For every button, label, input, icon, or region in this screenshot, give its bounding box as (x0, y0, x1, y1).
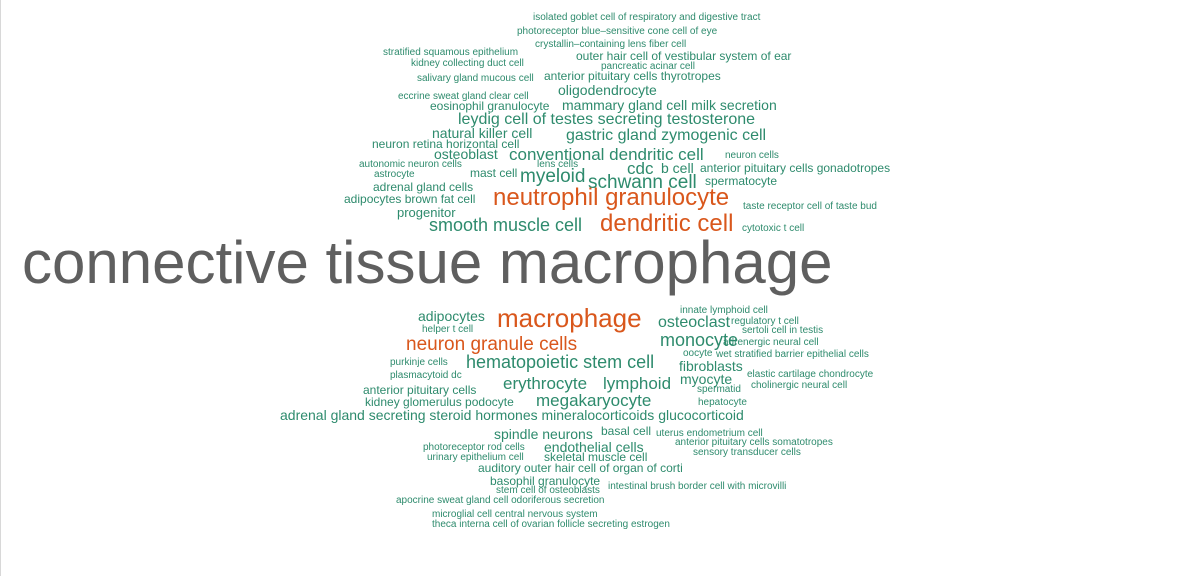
word-macrophage: macrophage (497, 303, 642, 333)
word-oocyte: oocyte (683, 348, 713, 359)
word-basophil-granulocyte: basophil granulocyte (490, 474, 601, 488)
word-adipocytes: adipocytes (418, 308, 485, 324)
word-regulatory-t-cell: regulatory t cell (731, 316, 799, 327)
word-osteoclast: osteoclast (658, 314, 731, 331)
word-photoreceptor-rod-cells: photoreceptor rod cells (423, 442, 525, 453)
word-skeletal-muscle-cell: skeletal muscle cell (544, 450, 648, 464)
word-mammary-gland-cell-milk-secretion: mammary gland cell milk secretion (562, 97, 777, 113)
word-smooth-muscle-cell: smooth muscle cell (429, 215, 583, 235)
word-lens-cells: lens cells (537, 159, 579, 170)
word-natural-killer-cell: natural killer cell (432, 125, 533, 141)
word-conventional-dendritic-cell: conventional dendritic cell (509, 145, 704, 164)
word-apocrine-sweat-gland-cell-odoriferous-secretion: apocrine sweat gland cell odoriferous se… (396, 495, 605, 506)
word-spermatocyte: spermatocyte (705, 174, 778, 188)
word-intestinal-brush-border-cell-with-microvilli: intestinal brush border cell with microv… (608, 481, 787, 492)
word-adipocytes-brown-fat-cell: adipocytes brown fat cell (344, 192, 476, 206)
word-oligodendrocyte: oligodendrocyte (558, 82, 657, 98)
word-erythrocyte: erythrocyte (503, 374, 588, 393)
word-sensory-transducer-cells: sensory transducer cells (693, 447, 801, 458)
word-isolated-goblet-cell-of-respiratory-and-digestive-tract: isolated goblet cell of respiratory and … (533, 12, 761, 23)
word-neuron-retina-horizontal-cell: neuron retina horizontal cell (372, 137, 520, 151)
word-neuron-granule-cells: neuron granule cells (406, 334, 578, 355)
word-microglial-cell-central-nervous-system: microglial cell central nervous system (432, 509, 598, 520)
word-neuron-cells: neuron cells (725, 150, 779, 161)
word-theca-interna-cell-of-ovarian-follicle-secreting-estrogen: theca interna cell of ovarian follicle s… (432, 519, 670, 530)
word-stem-cell-of-osteoblasts: stem cell of osteoblasts (496, 485, 600, 496)
word-cholinergic-neural-cell: cholinergic neural cell (751, 380, 848, 391)
word-urinary-epithelium-cell: urinary epithelium cell (427, 452, 524, 463)
word-cdc: cdc (627, 159, 654, 178)
word-megakaryocyte: megakaryocyte (536, 391, 652, 410)
word-dendritic-cell: dendritic cell (600, 210, 734, 237)
word-progenitor: progenitor (397, 205, 456, 220)
word-anterior-pituitary-cells: anterior pituitary cells (363, 383, 477, 397)
word-hepatocyte: hepatocyte (698, 397, 747, 408)
word-mast-cell: mast cell (470, 166, 518, 180)
word-crystallin-containing-lens-fiber-cell: crystallin–containing lens fiber cell (535, 39, 687, 50)
word-basal-cell: basal cell (601, 424, 652, 438)
word-monocyte: monocyte (660, 330, 739, 350)
word-autonomic-neuron-cells: autonomic neuron cells (359, 159, 462, 170)
word-pancreatic-acinar-cell: pancreatic acinar cell (601, 61, 695, 72)
word-b-cell: b cell (661, 160, 694, 176)
word-purkinje-cells: purkinje cells (390, 357, 448, 368)
word-connective-tissue-macrophage: connective tissue macrophage (22, 229, 833, 296)
word-eccrine-sweat-gland-clear-cell: eccrine sweat gland clear cell (398, 91, 529, 102)
word-fibroblasts: fibroblasts (679, 358, 743, 374)
word-helper-t-cell: helper t cell (422, 324, 474, 335)
word-leydig-cell-of-testes-secreting-testosterone: leydig cell of testes secreting testoste… (458, 111, 756, 128)
word-cytotoxic-t-cell: cytotoxic t cell (742, 223, 805, 234)
word-elastic-cartilage-chondrocyte: elastic cartilage chondrocyte (747, 369, 874, 380)
word-neutrophil-granulocyte: neutrophil granulocyte (493, 184, 730, 211)
word-eosinophil-granulocyte: eosinophil granulocyte (430, 99, 550, 113)
word-kidney-collecting-duct-cell: kidney collecting duct cell (411, 58, 524, 69)
word-astrocyte: astrocyte (374, 169, 415, 180)
word-kidney-glomerulus-podocyte: kidney glomerulus podocyte (365, 395, 514, 409)
word-taste-receptor-cell-of-taste-bud: taste receptor cell of taste bud (743, 201, 877, 212)
word-salivary-gland-mucous-cell: salivary gland mucous cell (417, 73, 534, 84)
word-gastric-gland-zymogenic-cell: gastric gland zymogenic cell (566, 127, 767, 144)
word-hematopoietic-stem-cell: hematopoietic stem cell (466, 352, 655, 372)
word-schwann-cell: schwann cell (588, 172, 697, 193)
word-myeloid: myeloid (520, 166, 586, 187)
word-anterior-pituitary-cells-gonadotropes: anterior pituitary cells gonadotropes (700, 161, 891, 175)
word-auditory-outer-hair-cell-of-organ-of-corti: auditory outer hair cell of organ of cor… (478, 461, 683, 475)
word-adrenergic-neural-cell: adrenergic neural cell (723, 337, 819, 348)
word-plasmacytoid-dc: plasmacytoid dc (390, 370, 462, 381)
word-spermatid: spermatid (697, 384, 741, 395)
word-anterior-pituitary-cells-thyrotropes: anterior pituitary cells thyrotropes (544, 69, 721, 83)
word-adrenal-gland-cells: adrenal gland cells (373, 180, 474, 194)
word-stratified-squamous-epithelium: stratified squamous epithelium (383, 47, 519, 58)
word-adrenal-gland-secreting-steroid-hormones-mineralocorticoids-glucocorticoid: adrenal gland secreting steroid hormones… (280, 407, 744, 423)
word-photoreceptor-blue-sensitive-cone-cell-of-eye: photoreceptor blue–sensitive cone cell o… (517, 26, 718, 37)
word-osteoblast: osteoblast (434, 146, 498, 162)
word-myocyte: myocyte (680, 371, 733, 387)
left-border-line (0, 0, 1, 576)
word-uterus-endometrium-cell: uterus endometrium cell (656, 428, 763, 439)
word-anterior-pituitary-cells-somatotropes: anterior pituitary cells somatotropes (675, 437, 833, 448)
word-lymphoid: lymphoid (603, 374, 672, 393)
word-outer-hair-cell-of-vestibular-system-of-ear: outer hair cell of vestibular system of … (576, 49, 792, 63)
word-wet-stratified-barrier-epithelial-cells: wet stratified barrier epithelial cells (716, 349, 869, 360)
word-endothelial-cells: endothelial cells (544, 439, 644, 455)
word-sertoli-cell-in-testis: sertoli cell in testis (742, 325, 824, 336)
word-innate-lymphoid-cell: innate lymphoid cell (680, 305, 768, 316)
word-spindle-neurons: spindle neurons (494, 426, 593, 442)
